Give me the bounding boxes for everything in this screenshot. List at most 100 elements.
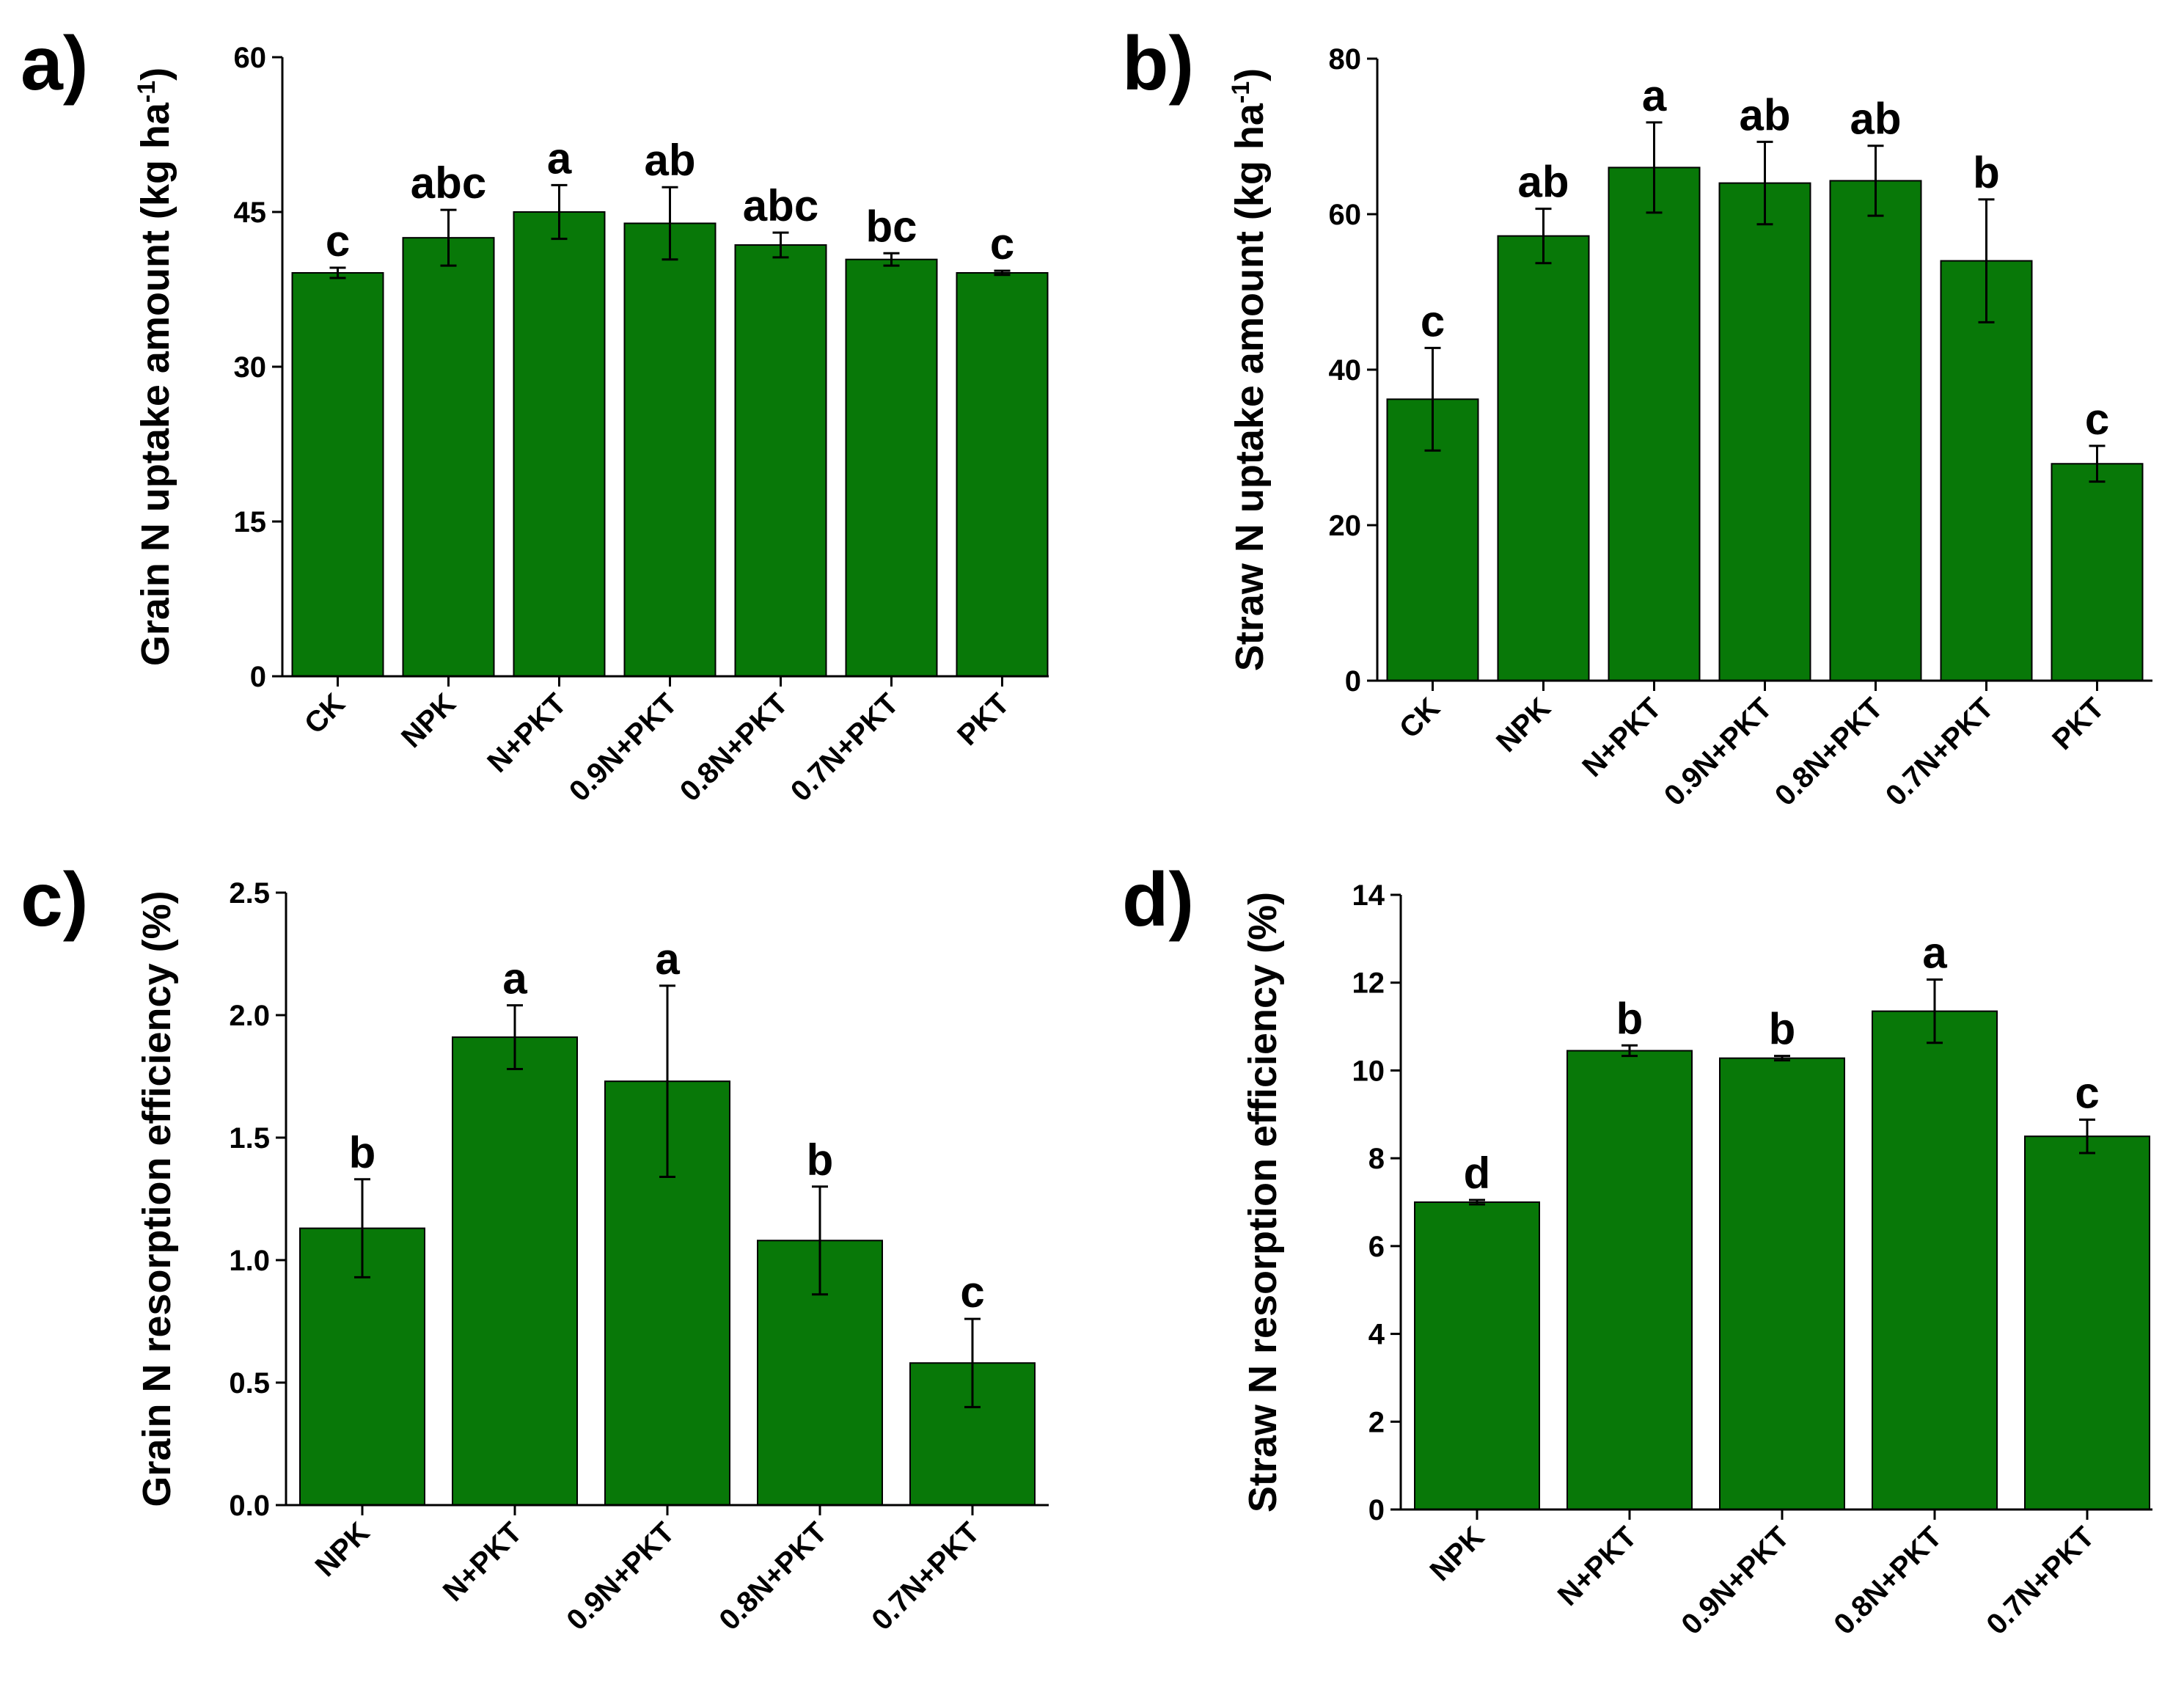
significance-label: abc [743,181,818,230]
significance-label: c [960,1267,984,1317]
panel-label: a) [21,21,88,106]
x-tick-label: 0.8N+PKT [674,687,794,808]
significance-label: a [1642,71,1667,120]
bar [2051,463,2144,681]
y-tick-label: 12 [1352,967,1385,1000]
chart-panel-d: d) d NPK b N+PKT b 0.9N+PKT a 0.8N+PKT c 0.7N+PKT 0… [1122,857,2152,1641]
significance-label: c [2075,1068,2099,1117]
y-tick-label: 20 [1329,510,1362,542]
x-tick-label: N+PKT [1576,692,1668,783]
significance-label: bc [865,202,917,251]
x-tick-label: N+PKT [1552,1521,1644,1612]
bar [623,222,717,677]
y-axis-title-end: ) [133,67,177,81]
y-tick-label: 1.5 [229,1122,270,1154]
y-axis-title: Grain N resorption efficiency (%) [135,890,179,1507]
significance-label: ab [644,136,695,185]
y-tick-label: 45 [234,197,267,229]
significance-label: abc [411,158,486,208]
y-tick-label: 2.5 [229,877,270,910]
x-tick-label: 0.9N+PKT [560,1516,681,1636]
significance-label: b [1973,148,2000,197]
panel-label: c) [21,857,88,943]
significance-label: ab [1850,95,1901,144]
bar [845,258,938,677]
x-tick-label: PKT [2046,692,2111,756]
x-tick-label: N+PKT [481,687,573,779]
panel-label: b) [1122,21,1194,106]
significance-label: ab [1517,158,1569,207]
panel-label: d) [1122,857,1194,943]
significance-label: a [502,954,527,1003]
chart-panel-c: c) b NPK a N+PKT a 0.9N+PKT b 0.8N+PKT c 0.7N+PKT 0… [21,857,1049,1636]
bar [1719,1057,1845,1510]
y-tick-label: 2.0 [229,1000,270,1032]
x-tick-label: 0.8N+PKT [1769,692,1889,812]
y-tick-label: 60 [1329,199,1362,231]
chart-panel-a: a) c CK abc NPK a N+PKT ab 0.9N+PKT abc 0.8N+PKT bc… [21,21,1049,808]
bar [291,271,384,677]
significance-label: b [349,1128,376,1177]
y-tick-label: 40 [1329,354,1362,387]
y-tick-label: 15 [234,506,267,538]
significance-label: a [547,133,572,183]
y-tick-label: 14 [1352,879,1385,912]
significance-label: ab [1739,90,1790,139]
significance-label: c [2085,395,2109,444]
x-tick-label: 0.9N+PKT [1658,692,1778,812]
bar [1414,1201,1540,1510]
bar [513,211,606,677]
significance-label: b [807,1135,834,1185]
significance-label: a [1922,929,1947,978]
x-tick-label: 0.8N+PKT [1828,1521,1948,1641]
bar [452,1036,578,1507]
bar [402,237,495,677]
y-tick-label: 8 [1368,1143,1385,1175]
y-tick-label: 0 [1368,1494,1385,1526]
y-axis-title: Straw N uptake amount (kg ha-1) [1227,68,1272,671]
x-tick-label: 0.9N+PKT [1675,1521,1795,1641]
chart-panel-b: b) c CK ab NPK a N+PKT ab 0.9N+PKT ab 0.8N+PKT b 0.7… [1122,21,2152,812]
x-tick-label: 0.7N+PKT [1980,1521,2100,1641]
bar [2024,1135,2150,1510]
significance-label: c [326,216,350,266]
y-tick-label: 60 [234,42,267,74]
x-tick-label: NPK [395,687,462,754]
y-axis-title-superscript: -1 [133,81,161,103]
x-tick-label: 0.7N+PKT [865,1516,986,1636]
x-tick-label: NPK [1490,692,1557,758]
significance-label: b [1769,1005,1796,1054]
x-tick-label: PKT [951,687,1016,752]
x-tick-label: 0.7N+PKT [1880,692,2000,812]
x-tick-label: 0.9N+PKT [563,687,684,808]
y-axis-title-end: ) [1228,68,1272,81]
bar [1718,182,1811,682]
y-axis-title-superscript: -1 [1227,81,1255,103]
significance-label: d [1464,1149,1491,1198]
x-tick-label: N+PKT [437,1516,529,1608]
significance-label: c [1421,296,1445,345]
y-tick-label: 4 [1368,1319,1385,1351]
y-tick-label: 0.5 [229,1367,270,1399]
y-tick-label: 0 [1345,665,1361,698]
bar [1497,235,1590,681]
bar [1829,180,1922,682]
bar [1872,1010,1998,1511]
y-tick-label: 10 [1352,1055,1385,1087]
bar [1940,260,2033,682]
x-tick-label: CK [1393,692,1446,744]
y-axis-title: Grain N uptake amount (kg ha-1) [133,67,177,666]
y-tick-label: 30 [234,351,267,384]
y-tick-label: 80 [1329,43,1362,76]
bar [956,271,1049,677]
x-tick-label: CK [298,687,351,740]
bar [734,244,827,678]
y-tick-label: 2 [1368,1406,1385,1438]
significance-label: b [1616,994,1644,1043]
x-tick-label: 0.8N+PKT [713,1516,833,1636]
significance-label: c [990,219,1014,268]
y-tick-label: 0.0 [229,1490,270,1522]
x-tick-label: NPK [1424,1521,1491,1587]
y-axis-title: Straw N resorption efficiency (%) [1241,892,1285,1512]
bar [1566,1050,1693,1510]
